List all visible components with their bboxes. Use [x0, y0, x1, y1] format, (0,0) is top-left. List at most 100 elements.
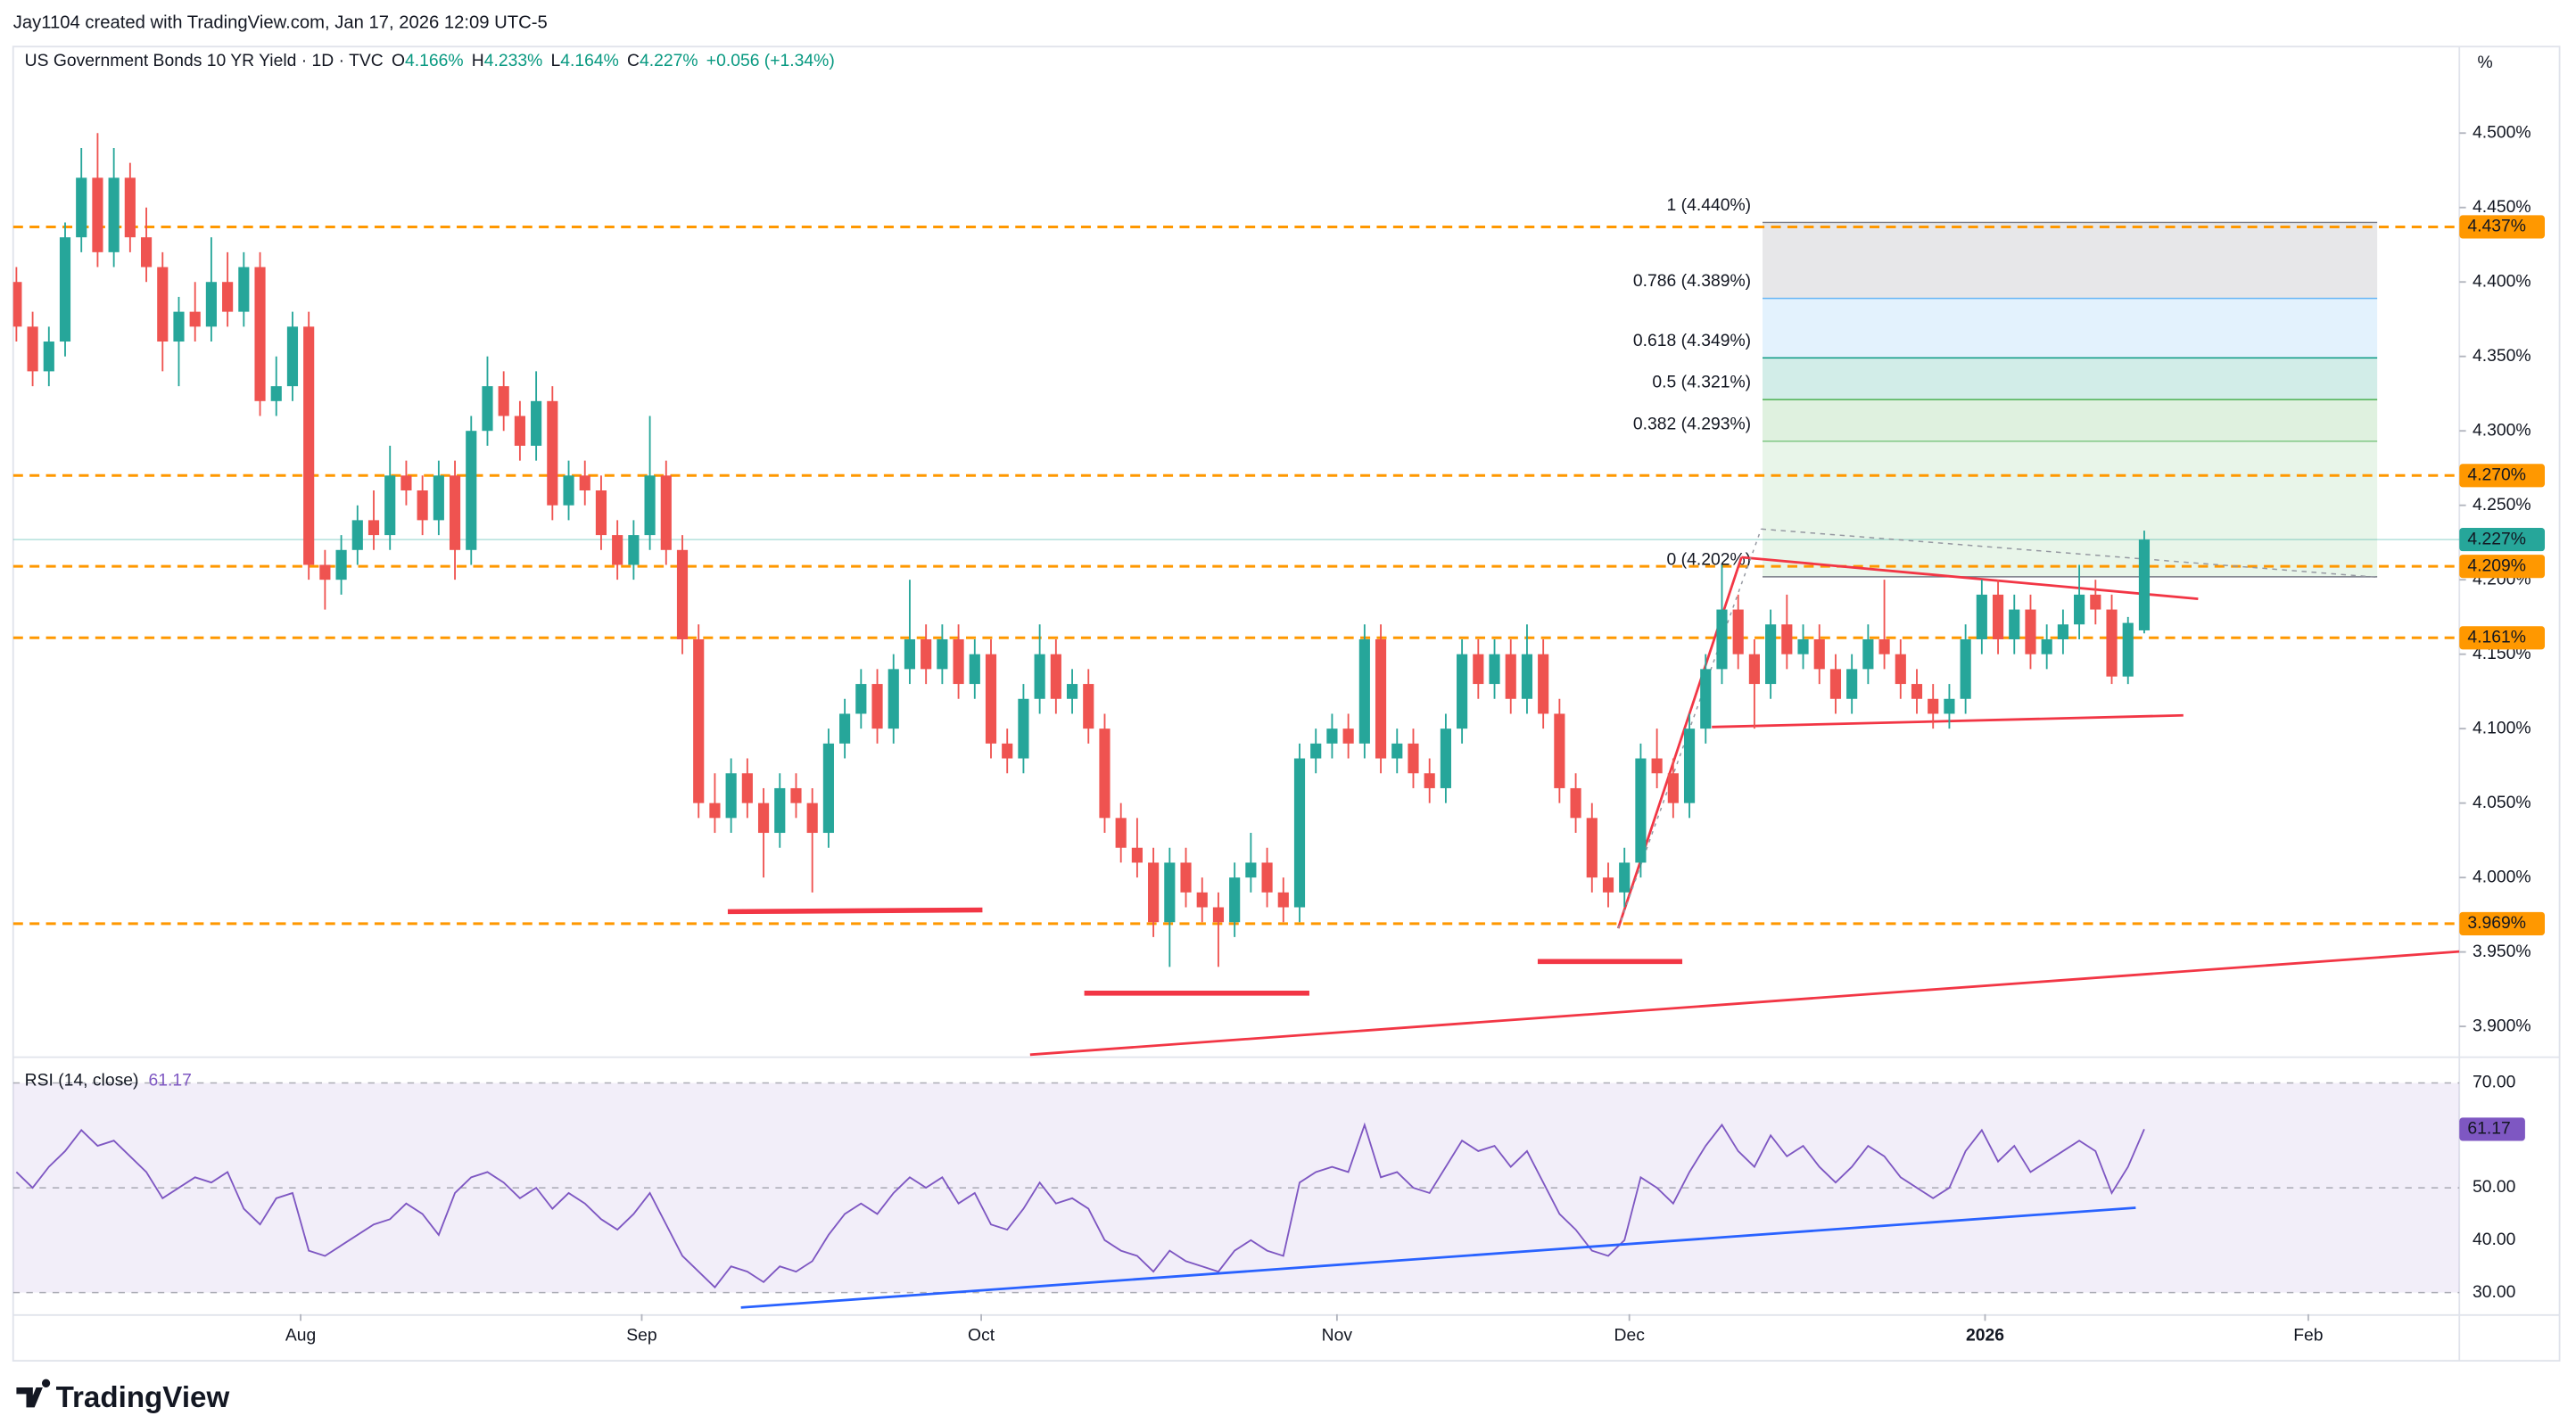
candle-body	[2025, 609, 2036, 654]
level-badge-label: 4.161%	[2467, 627, 2526, 646]
candle-body	[888, 669, 899, 729]
candle-body	[790, 787, 802, 803]
level-badge-label: 4.437%	[2467, 217, 2526, 236]
logo-icon	[16, 1379, 51, 1408]
candle-body	[2090, 594, 2101, 610]
candle-body	[351, 520, 363, 550]
candle-body	[1505, 654, 1516, 699]
candle-body	[1651, 758, 1663, 774]
candle-body	[1196, 892, 1208, 908]
candle-body	[2122, 622, 2134, 677]
x-tick-label: Feb	[2293, 1325, 2323, 1345]
price-badge-label: 4.227%	[2467, 529, 2526, 548]
candle-body	[1829, 669, 1842, 699]
candle-body	[76, 177, 87, 238]
level-badge-label: 3.969%	[2467, 913, 2526, 933]
candle-body	[59, 237, 71, 342]
rsi-badge	[2459, 1117, 2525, 1141]
candle-body	[1489, 654, 1500, 685]
candle-body	[498, 386, 509, 416]
candle-body	[1131, 847, 1143, 863]
candle-body	[1895, 654, 1906, 685]
candle-body	[563, 475, 574, 506]
x-tick-label: Sep	[626, 1325, 656, 1345]
fib-label: 1 (4.440%)	[1667, 195, 1752, 215]
rsi-pane	[12, 1082, 2460, 1294]
candle-body	[839, 713, 851, 744]
levels	[12, 225, 2460, 926]
candle-body	[1960, 638, 1971, 699]
candle-body	[985, 654, 997, 744]
legend-value: 4.233%	[484, 51, 543, 70]
candle-body	[806, 803, 818, 834]
x-tick-label: Dec	[1614, 1325, 1645, 1345]
candle-body	[1034, 654, 1045, 699]
logo: TradingView	[16, 1379, 230, 1414]
candle-body	[1310, 743, 1322, 759]
candle-body	[1115, 818, 1127, 848]
candle-body	[547, 400, 558, 506]
fib-band	[1763, 298, 2378, 358]
candles	[12, 133, 2151, 967]
candle-body	[1457, 654, 1468, 729]
y-tick-label: 3.950%	[2473, 942, 2531, 961]
x-tick-label: Aug	[285, 1325, 316, 1345]
y-tick-label: 4.100%	[2473, 718, 2531, 737]
candle-body	[319, 564, 331, 580]
rsi-tick-label: 30.00	[2473, 1282, 2516, 1302]
fib-band	[1763, 399, 2378, 441]
rsi-tick-label: 70.00	[2473, 1073, 2516, 1092]
candle-body	[367, 520, 380, 536]
y-tick-label: 4.050%	[2473, 793, 2531, 812]
fib-label: 0.786 (4.389%)	[1633, 271, 1751, 291]
trendline	[1029, 950, 2460, 1057]
level-badge	[2459, 555, 2546, 579]
candle-body	[27, 326, 38, 372]
candle-body	[1473, 654, 1484, 685]
candle-body	[205, 282, 217, 327]
legend: US Government Bonds 10 YR Yield · 1D · T…	[25, 51, 835, 70]
candle-body	[2106, 609, 2118, 677]
y-tick-label: 4.250%	[2473, 495, 2531, 514]
legend-value: 4.227%	[640, 51, 698, 70]
candle-body	[1813, 638, 1825, 670]
candle-body	[1992, 594, 2004, 639]
fib-band	[1763, 358, 2378, 400]
fib-retracement: 1 (4.440%) 0.786 (4.389%) 0.618 (4.349%) 0.…	[1633, 195, 2378, 578]
candle-body	[140, 237, 153, 268]
candle-body	[855, 684, 867, 714]
y-tick-label: 3.900%	[2473, 1016, 2531, 1035]
candle-body	[1602, 877, 1614, 893]
candle-body	[1261, 862, 1273, 893]
candle-body	[1391, 743, 1403, 759]
candle-body	[12, 282, 22, 327]
candle-body	[108, 177, 120, 252]
candle-body	[1716, 609, 1728, 670]
candle-body	[335, 549, 347, 580]
candle-body	[303, 326, 315, 565]
candle-body	[286, 326, 299, 387]
candle-body	[757, 803, 770, 834]
candle-body	[676, 549, 689, 639]
candle-body	[1521, 654, 1533, 699]
fib-label: 0.382 (4.293%)	[1633, 414, 1751, 433]
candle-body	[2074, 594, 2085, 625]
candle-body	[612, 535, 623, 565]
logo-text: TradingView	[56, 1381, 231, 1414]
candle-body	[1148, 862, 1160, 923]
candle-body	[1066, 684, 1078, 699]
candle-body	[433, 475, 444, 521]
candle-body	[1683, 728, 1696, 803]
candle-body	[1928, 698, 1939, 714]
axis-unit: %	[2477, 53, 2492, 72]
symbol-title: US Government Bonds 10 YR Yield · 1D · T…	[25, 51, 384, 70]
candle-body	[1748, 654, 1760, 685]
candle-body	[222, 282, 234, 312]
candle-body	[2057, 624, 2068, 639]
level-badge-label: 4.270%	[2467, 465, 2526, 484]
rsi-tick-label: 50.00	[2473, 1177, 2516, 1197]
candle-body	[1976, 594, 1987, 639]
candle-body	[1862, 638, 1874, 670]
candle-body	[1229, 877, 1241, 923]
